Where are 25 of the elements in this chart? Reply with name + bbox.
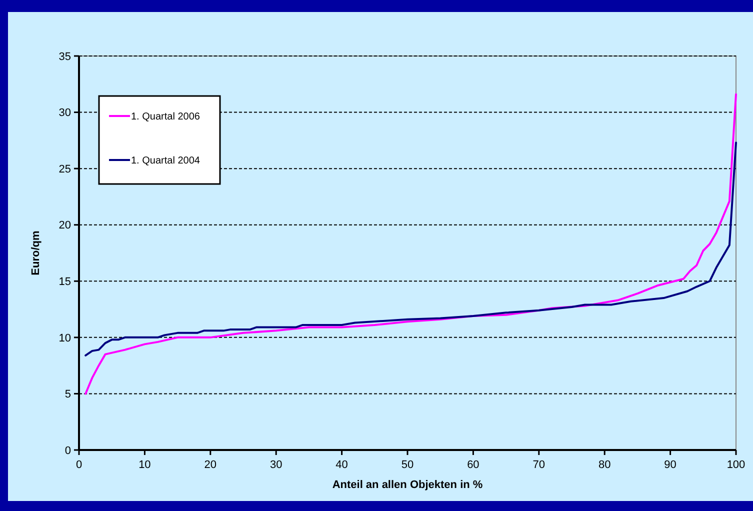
x-tick-label: 30 — [270, 459, 282, 471]
x-tick-label: 90 — [664, 459, 676, 471]
y-tick-label: 5 — [64, 388, 71, 401]
y-tick-label: 30 — [58, 107, 71, 120]
y-tick-label: 15 — [58, 276, 71, 288]
y-axis-title: Euro/qm — [30, 230, 42, 276]
legend-label: 1. Quartal 2006 — [131, 112, 200, 122]
x-tick-label: 40 — [336, 459, 348, 471]
x-tick-label: 10 — [138, 459, 151, 471]
line-series — [84, 142, 737, 356]
x-tick-label: 50 — [401, 459, 414, 471]
legend-label: 1. Quartal 2004 — [131, 156, 200, 166]
line-series — [84, 93, 737, 395]
x-tick-label: 20 — [204, 459, 217, 471]
y-tick-label: 25 — [58, 163, 71, 176]
x-tick-label: 60 — [467, 459, 480, 471]
y-tick-label: 10 — [58, 332, 71, 344]
x-tick-label: 70 — [532, 459, 546, 471]
x-tick-label: 80 — [598, 459, 611, 471]
y-tick-label: 35 — [58, 50, 71, 63]
y-tick-label: 0 — [64, 444, 71, 457]
x-axis-title: Anteil an allen Objekten in % — [332, 479, 483, 491]
x-tick-label: 100 — [726, 459, 746, 471]
y-tick-label: 20 — [58, 220, 71, 232]
x-tick-label: 0 — [76, 459, 82, 471]
